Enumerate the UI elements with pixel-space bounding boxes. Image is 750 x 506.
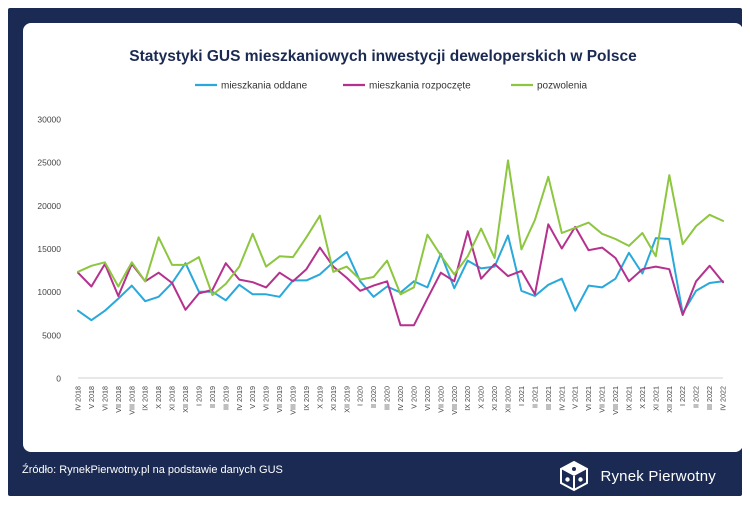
x-tick-label: I 2022 [678,386,687,406]
x-tick-label: I 2019 [194,386,203,406]
x-tick-label: VIII 2020 [450,386,459,415]
chart-card: Statystyki GUS mieszkaniowych inwestycji… [23,23,743,452]
source-note: Źródło: RynekPierwotny.pl na podstawie d… [22,464,283,476]
x-tick-label: V 2020 [409,386,418,409]
x-tick-label: III 2021 [544,386,553,410]
x-tick-label: VIII 2018 [127,386,136,415]
y-tick-label: 10000 [37,287,61,297]
x-tick-label: II 2020 [369,386,378,408]
x-tick-label: III 2020 [383,386,392,410]
x-tick-label: XI 2018 [168,386,177,411]
x-tick-label: XII 2020 [504,386,513,413]
legend-label: mieszkania rozpoczęte [369,81,471,92]
x-tick-label: VI 2020 [423,386,432,411]
x-tick-label: VII 2021 [598,386,607,413]
chart-title: Statystyki GUS mieszkaniowych inwestycji… [129,48,637,65]
x-tick-label: XII 2018 [181,386,190,413]
x-tick-label: V 2021 [571,386,580,409]
x-tick-label: VIII 2019 [289,386,298,415]
x-tick-label: XI 2021 [651,386,660,411]
y-tick-label: 25000 [37,158,61,168]
infographic-frame: Statystyki GUS mieszkaniowych inwestycji… [8,8,743,496]
x-tick-label: IV 2018 [74,386,83,411]
x-tick-label: VI 2019 [262,386,271,411]
x-tick-label: V 2019 [248,386,257,409]
line-chart: Statystyki GUS mieszkaniowych inwestycji… [37,48,728,415]
x-tick-label: IX 2020 [463,386,472,411]
y-tick-label: 5000 [42,330,61,340]
brand-name: Rynek Pierwotny [600,467,716,485]
y-tick-label: 15000 [37,244,61,254]
x-axis: IV 2018 V 2018 VI 2018 VII 2018 VIII 2018 IX … [74,377,728,415]
x-tick-label: XI 2019 [329,386,338,411]
x-tick-label: IX 2019 [302,386,311,411]
x-tick-label: VII 2020 [436,386,445,413]
legend-label: pozwolenia [537,81,587,92]
brand-logo: Rynek Pierwotny [558,460,716,492]
plot-area [77,159,724,327]
chart-legend: mieszkania oddane mieszkania rozpoczęte po… [195,81,587,92]
x-tick-label: VI 2021 [584,386,593,411]
x-tick-label: VII 2018 [114,386,123,413]
x-tick-label: IV 2021 [557,386,566,411]
x-tick-label: III 2019 [221,386,230,410]
series-line-1 [77,223,724,327]
x-tick-label: X 2021 [638,386,647,409]
x-tick-label: IV 2019 [235,386,244,411]
x-tick-label: II 2019 [208,386,217,408]
x-tick-label: II 2021 [530,386,539,408]
x-tick-label: V 2018 [87,386,96,409]
x-tick-label: IV 2022 [719,386,728,411]
x-tick-label: I 2020 [356,386,365,406]
x-tick-label: XII 2021 [665,386,674,413]
x-tick-label: X 2019 [315,386,324,409]
x-tick-label: XII 2019 [342,386,351,413]
x-tick-label: II 2022 [692,386,701,408]
x-tick-label: VI 2018 [100,386,109,411]
x-tick-label: I 2021 [517,386,526,406]
cube-logo-icon [560,460,589,492]
y-tick-label: 30000 [37,115,61,125]
x-tick-label: IX 2021 [624,386,633,411]
x-tick-label: X 2018 [154,386,163,409]
y-axis: 0 5000 10000 15000 20000 25000 30000 [37,115,61,384]
x-tick-label: X 2020 [477,386,486,409]
x-tick-label: IX 2018 [141,386,150,411]
x-tick-label: VII 2019 [275,386,284,413]
x-tick-label: III 2022 [705,386,714,410]
y-tick-label: 20000 [37,201,61,211]
x-tick-label: VIII 2021 [611,386,620,415]
x-tick-label: IV 2020 [396,386,405,411]
y-tick-label: 0 [56,374,61,384]
legend-label: mieszkania oddane [221,81,308,92]
x-tick-label: XI 2020 [490,386,499,411]
